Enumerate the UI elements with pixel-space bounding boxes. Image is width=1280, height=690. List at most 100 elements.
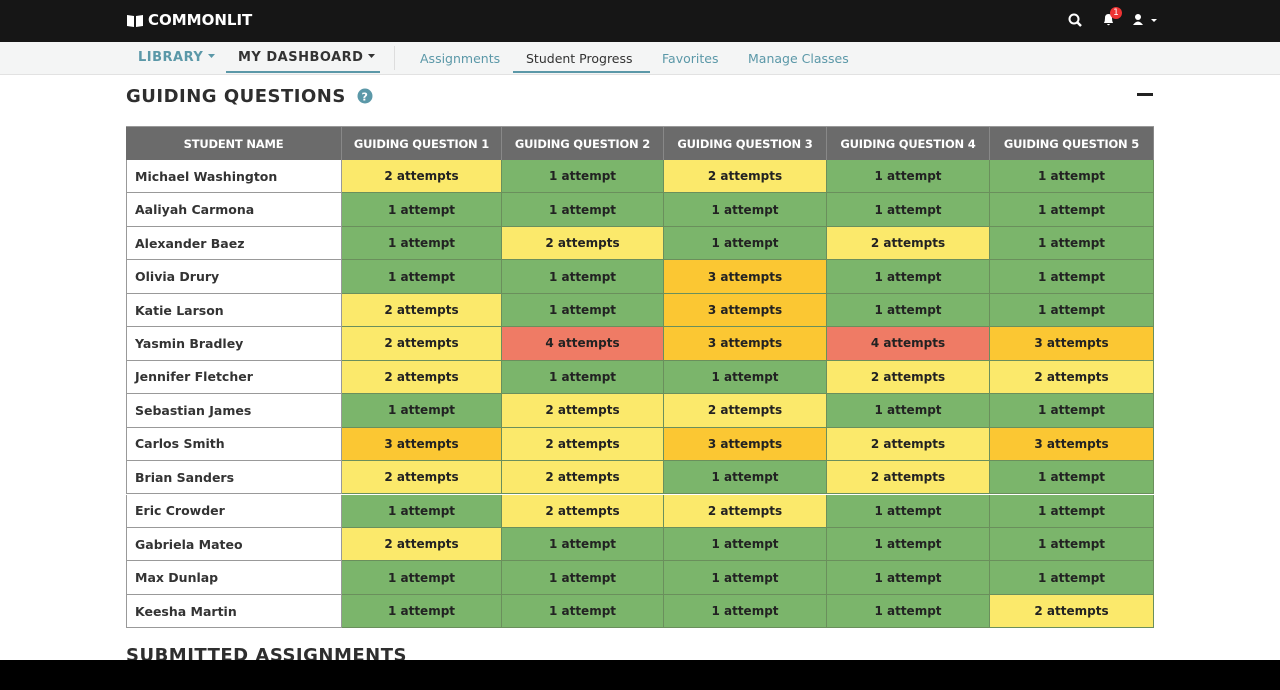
attempts-cell: 1 attempt <box>502 594 664 629</box>
attempts-cell: 1 attempt <box>342 226 502 261</box>
bottom-bar <box>0 660 1280 690</box>
logo-icon <box>127 15 143 27</box>
sub-nav <box>0 42 1280 75</box>
attempts-cell: 2 attempts <box>342 293 502 328</box>
attempts-cell: 3 attempts <box>342 427 502 462</box>
attempts-cell: 2 attempts <box>990 360 1154 395</box>
attempts-cell: 1 attempt <box>827 293 990 328</box>
column-header: GUIDING QUESTION 4 <box>827 127 990 160</box>
secondary-nav-item[interactable]: Assignments <box>420 51 501 66</box>
attempts-cell: 1 attempt <box>990 527 1154 562</box>
attempts-cell: 1 attempt <box>502 260 664 294</box>
attempts-cell: 3 attempts <box>664 260 827 294</box>
attempts-cell: 1 attempt <box>990 226 1154 261</box>
student-name: Sebastian James <box>126 394 342 428</box>
section-title: GUIDING QUESTIONS ? <box>126 86 373 107</box>
student-name: Aaliyah Carmona <box>126 193 342 227</box>
attempts-cell: 4 attempts <box>502 327 664 361</box>
attempts-cell: 2 attempts <box>664 160 827 194</box>
collapse-button[interactable] <box>1137 93 1153 96</box>
attempts-cell: 1 attempt <box>827 193 990 227</box>
attempts-cell: 2 attempts <box>342 160 502 194</box>
svg-text:?: ? <box>361 91 368 104</box>
attempts-cell: 1 attempt <box>342 260 502 294</box>
primary-nav-item[interactable]: LIBRARY <box>138 50 217 65</box>
column-header: GUIDING QUESTION 1 <box>342 127 502 160</box>
attempts-cell: 1 attempt <box>990 561 1154 595</box>
attempts-cell: 1 attempt <box>664 226 827 261</box>
attempts-cell: 1 attempt <box>827 394 990 428</box>
column-header: GUIDING QUESTION 5 <box>990 127 1154 160</box>
attempts-cell: 1 attempt <box>827 561 990 595</box>
progress-table: STUDENT NAME GUIDING QUESTION 1 GUIDING QU… <box>126 126 1154 629</box>
attempts-cell: 1 attempt <box>827 494 990 528</box>
attempts-cell: 1 attempt <box>990 394 1154 428</box>
student-name: Brian Sanders <box>126 461 342 495</box>
attempts-cell: 1 attempt <box>502 360 664 395</box>
attempts-cell: 3 attempts <box>664 427 827 462</box>
attempts-cell: 1 attempt <box>990 293 1154 328</box>
attempts-cell: 2 attempts <box>827 461 990 495</box>
attempts-cell: 1 attempt <box>342 594 502 629</box>
attempts-cell: 2 attempts <box>827 226 990 261</box>
attempts-cell: 2 attempts <box>342 327 502 361</box>
notification-badge: 1 <box>1110 7 1122 19</box>
user-menu-icon[interactable] <box>1132 12 1160 28</box>
brand[interactable]: COMMONLIT <box>148 11 253 29</box>
attempts-cell: 1 attempt <box>342 494 502 528</box>
attempts-cell: 2 attempts <box>664 394 827 428</box>
search-icon[interactable] <box>1068 13 1084 29</box>
attempts-cell: 1 attempt <box>502 561 664 595</box>
attempts-cell: 2 attempts <box>827 360 990 395</box>
attempts-cell: 1 attempt <box>664 461 827 495</box>
help-icon[interactable]: ? <box>357 88 373 104</box>
top-bar <box>0 0 1280 42</box>
section-title-text: GUIDING QUESTIONS <box>126 86 346 107</box>
student-name: Keesha Martin <box>126 594 342 629</box>
attempts-cell: 4 attempts <box>827 327 990 361</box>
attempts-cell: 2 attempts <box>342 527 502 562</box>
divider <box>394 46 395 70</box>
student-name: Gabriela Mateo <box>126 527 342 562</box>
attempts-cell: 1 attempt <box>664 193 827 227</box>
active-menu-underline <box>226 71 380 73</box>
attempts-cell: 3 attempts <box>664 293 827 328</box>
attempts-cell: 2 attempts <box>827 427 990 462</box>
attempts-cell: 1 attempt <box>502 193 664 227</box>
secondary-nav-item[interactable]: Favorites <box>662 51 719 66</box>
attempts-cell: 1 attempt <box>342 561 502 595</box>
attempts-cell: 2 attempts <box>502 461 664 495</box>
student-name: Michael Washington <box>126 160 342 194</box>
attempts-cell: 1 attempt <box>827 594 990 629</box>
caret <box>368 54 376 58</box>
attempts-cell: 2 attempts <box>342 461 502 495</box>
attempts-cell: 1 attempt <box>664 561 827 595</box>
attempts-cell: 1 attempt <box>342 193 502 227</box>
attempts-cell: 1 attempt <box>502 293 664 328</box>
attempts-cell: 2 attempts <box>990 594 1154 629</box>
attempts-cell: 3 attempts <box>990 427 1154 462</box>
student-name: Max Dunlap <box>126 561 342 595</box>
primary-nav-item[interactable]: MY DASHBOARD <box>238 50 377 65</box>
attempts-cell: 2 attempts <box>502 494 664 528</box>
attempts-cell: 1 attempt <box>664 360 827 395</box>
attempts-cell: 1 attempt <box>827 160 990 194</box>
attempts-cell: 2 attempts <box>342 360 502 395</box>
student-name: Alexander Baez <box>126 226 342 261</box>
attempts-cell: 1 attempt <box>827 260 990 294</box>
student-name: Carlos Smith <box>126 427 342 462</box>
secondary-nav-item[interactable]: Manage Classes <box>748 51 849 66</box>
column-header: GUIDING QUESTION 2 <box>502 127 664 160</box>
attempts-cell: 1 attempt <box>990 193 1154 227</box>
student-name: Yasmin Bradley <box>126 327 342 361</box>
attempts-cell: 1 attempt <box>827 527 990 562</box>
secondary-nav-item[interactable]: Student Progress <box>526 51 633 66</box>
attempts-cell: 3 attempts <box>664 327 827 361</box>
attempts-cell: 1 attempt <box>502 160 664 194</box>
caret <box>208 54 216 58</box>
attempts-cell: 1 attempt <box>990 260 1154 294</box>
column-header: STUDENT NAME <box>126 127 342 160</box>
student-name: Jennifer Fletcher <box>126 360 342 395</box>
column-header: GUIDING QUESTION 3 <box>664 127 827 160</box>
